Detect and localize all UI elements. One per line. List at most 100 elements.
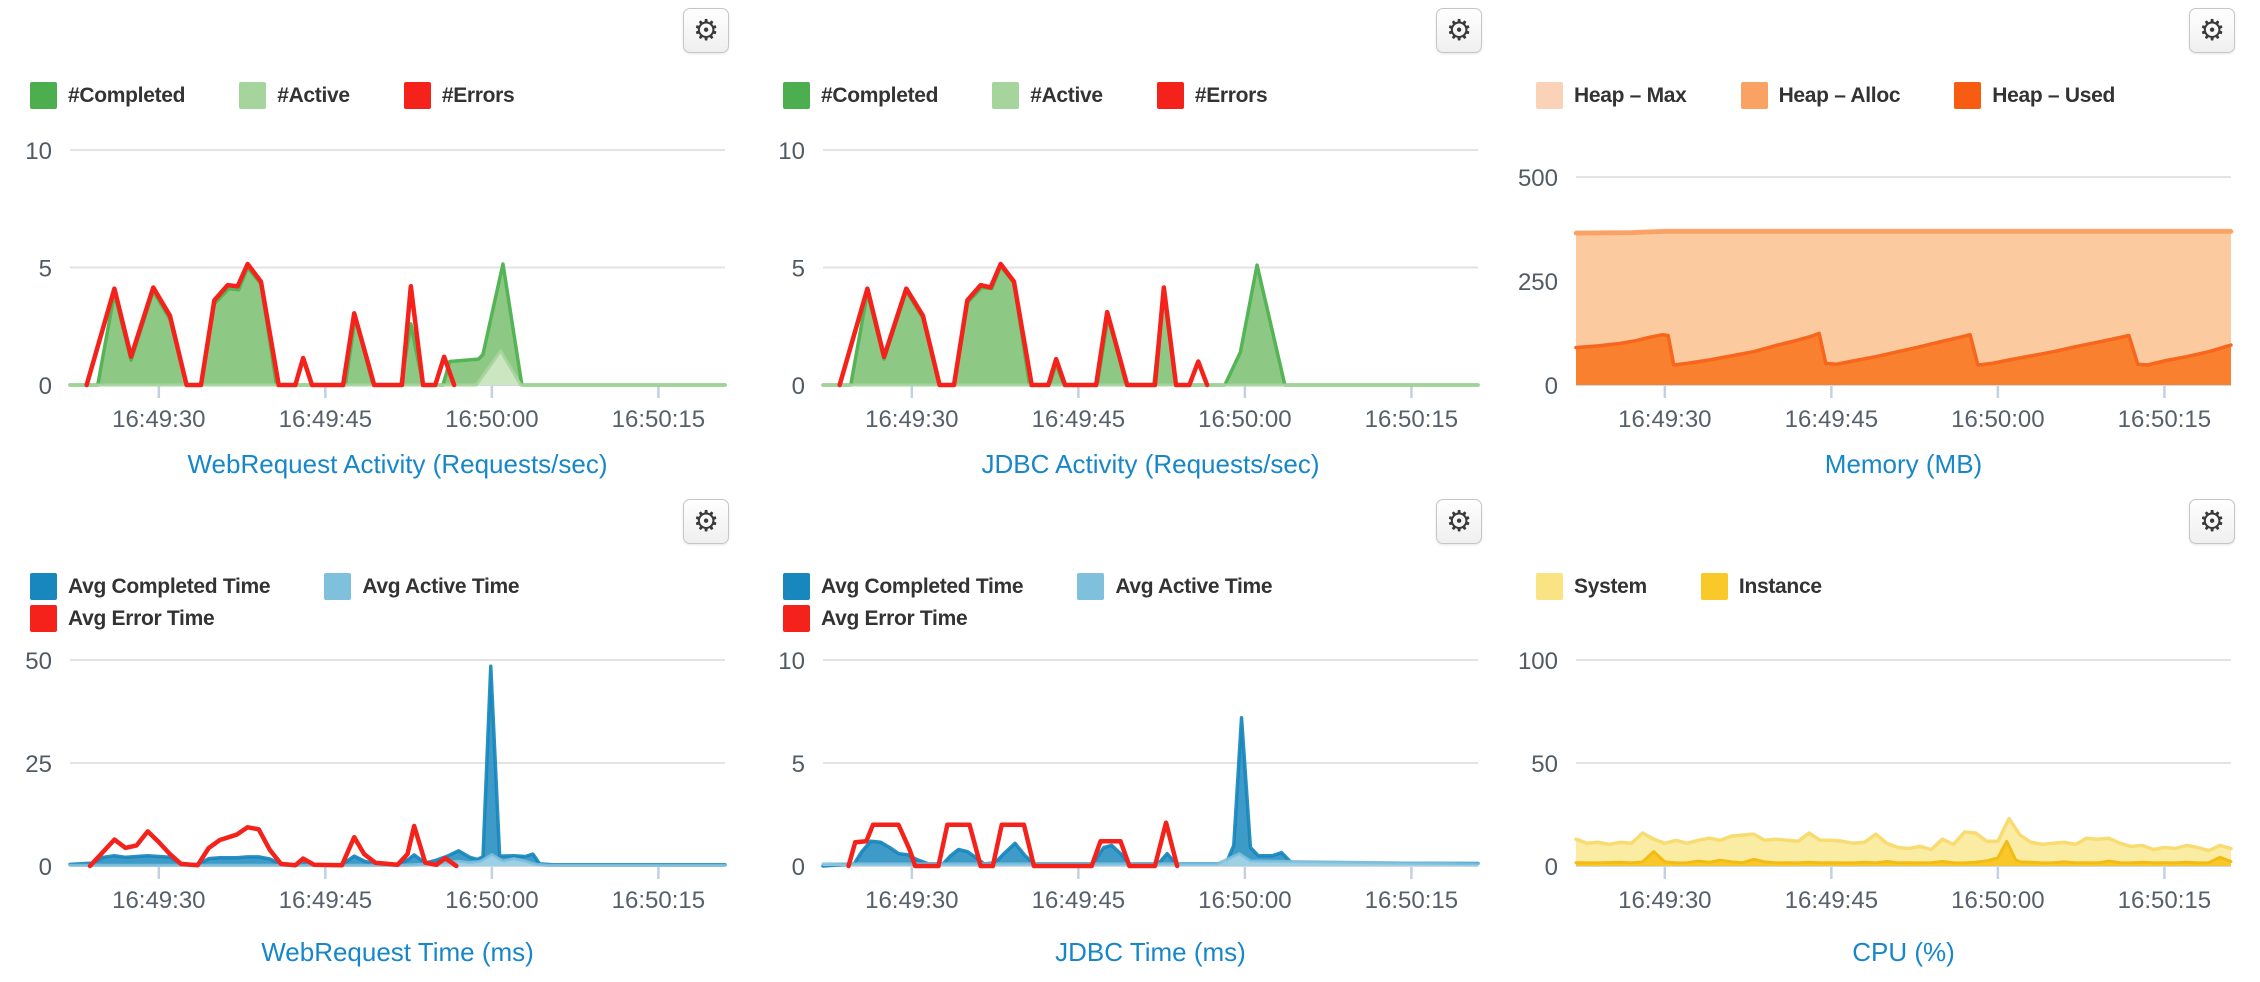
jdbc-activity-chart: 10 5 0 16:49:30 16:49:45 16:50:00 16:50:15 JDBC… [778, 138, 1480, 479]
panel-webrequest-time: 50 25 0 16:49:30 16:49:45 16:50:00 16:50:15 Web… [0, 491, 753, 982]
chart-title: WebRequest Activity (Requests/sec) [187, 449, 607, 479]
x-axis-label: 16:50:15 [612, 406, 705, 433]
x-axis-label: 16:49:45 [1032, 406, 1125, 433]
x-axis-label: 16:49:45 [279, 406, 372, 433]
settings-button[interactable]: ⚙ [683, 8, 729, 53]
legend-swatch [783, 605, 810, 632]
legend-item: #Errors [1156, 82, 1268, 109]
legend-item: System [1536, 573, 1647, 600]
legend-item: Avg Active Time [1077, 573, 1273, 600]
x-axis-label: 16:49:30 [865, 887, 958, 914]
series-line-heap-used [1574, 331, 2233, 367]
legend-item: #Active [239, 82, 350, 109]
series-line-avg-completed-time [68, 664, 727, 867]
x-axis-label: 16:50:00 [445, 887, 538, 914]
series-line-avg-error-time [846, 820, 1180, 869]
legend-swatch [1700, 573, 1728, 600]
gear-icon: ⚙ [1446, 504, 1472, 538]
y-axis-label: 10 [778, 138, 805, 165]
x-axis-label: 16:50:00 [1198, 887, 1291, 914]
panel-webrequest-activity: 10 5 0 16:49:30 16:49:45 16:50:00 16:50:15 WebR… [0, 0, 753, 491]
gear-icon: ⚙ [1446, 13, 1472, 47]
y-axis-label: 0 [39, 373, 52, 400]
x-axis-label: 16:50:00 [1198, 406, 1291, 433]
legend-swatch [783, 82, 810, 109]
x-axis-label: 16:49:45 [279, 887, 372, 914]
settings-button[interactable]: ⚙ [1436, 499, 1482, 544]
series-line-avg-completed-time [821, 715, 1480, 868]
jdbc-time-legend: Avg Completed Time Avg Active Time Avg Err… [783, 573, 1411, 632]
settings-button[interactable]: ⚙ [683, 499, 729, 544]
legend-swatch [30, 605, 57, 632]
y-axis-label: 10 [25, 138, 52, 165]
legend-label: Heap – Max [1574, 83, 1687, 107]
panel-cpu: 100 50 0 16:49:30 16:49:45 16:50:00 16:50:15 CP… [1506, 491, 2259, 982]
x-axis-label: 16:49:30 [112, 887, 205, 914]
memory-legend: Heap – Max Heap – Alloc Heap – Used [1536, 82, 2164, 109]
legend-label: Heap – Alloc [1778, 83, 1901, 107]
chart-title: CPU (%) [1852, 937, 1955, 967]
legend-label: Avg Error Time [821, 606, 968, 630]
series-area-heap-used [1576, 333, 2231, 385]
legend-label: System [1574, 574, 1647, 598]
y-axis-label: 5 [792, 751, 805, 778]
y-axis-label: 250 [1518, 269, 1558, 296]
legend-swatch [324, 573, 352, 600]
legend-swatch [1536, 573, 1563, 600]
series-area-avg-completed-time [70, 666, 725, 866]
legend-swatch [403, 82, 431, 109]
legend-label: #Completed [68, 83, 186, 107]
y-axis-label: 0 [792, 854, 805, 881]
legend-item: Avg Error Time [30, 605, 215, 632]
chart-title: Memory (MB) [1825, 449, 1982, 479]
legend-item: #Active [992, 82, 1103, 109]
settings-button[interactable]: ⚙ [1436, 8, 1482, 53]
legend-label: Avg Error Time [68, 606, 215, 630]
settings-button[interactable]: ⚙ [2189, 8, 2235, 53]
gear-icon: ⚙ [693, 13, 719, 47]
series-area-avg-completed-time [823, 717, 1478, 866]
legend-item: Heap – Max [1536, 82, 1687, 109]
legend-label: Heap – Used [1992, 83, 2115, 107]
gear-icon: ⚙ [2199, 13, 2225, 47]
legend-label: Avg Active Time [362, 574, 520, 598]
x-axis-label: 16:50:15 [1365, 887, 1458, 914]
legend-item: Heap – Alloc [1740, 82, 1901, 109]
legend-label: Avg Active Time [1115, 574, 1273, 598]
series-area--completed [823, 265, 1478, 385]
x-axis-label: 16:49:30 [865, 406, 958, 433]
x-axis-label: 16:50:00 [445, 406, 538, 433]
settings-button[interactable]: ⚙ [2189, 499, 2235, 544]
series-line-heap-alloc [1573, 229, 2234, 236]
x-axis-label: 16:50:15 [2118, 406, 2211, 433]
legend-swatch [992, 82, 1020, 109]
legend-item: #Completed [783, 82, 938, 109]
legend-swatch [783, 573, 810, 600]
y-axis-label: 0 [1545, 373, 1558, 400]
legend-item: Avg Completed Time [783, 573, 1024, 600]
y-axis-label: 10 [778, 648, 805, 675]
legend-item: #Errors [403, 82, 515, 109]
x-axis-label: 16:50:15 [612, 887, 705, 914]
chart-title: JDBC Activity (Requests/sec) [981, 449, 1319, 479]
webrequest-time-chart: 50 25 0 16:49:30 16:49:45 16:50:00 16:50:15 Web… [25, 648, 727, 967]
jdbc-time-chart: 10 5 0 16:49:30 16:49:45 16:50:00 16:50:15 JDBC… [778, 648, 1480, 967]
series-line--errors [84, 261, 457, 388]
x-axis-label: 16:49:45 [1785, 887, 1878, 914]
memory-chart: 500 250 0 16:49:30 16:49:45 16:50:00 16:50:15 M… [1518, 165, 2234, 479]
legend-swatch [1156, 82, 1184, 109]
y-axis-label: 100 [1518, 648, 1558, 675]
legend-label: Avg Completed Time [68, 574, 271, 598]
legend-label: #Active [1030, 83, 1103, 107]
jdbc-activity-legend: #Completed #Active #Errors [783, 82, 1411, 109]
legend-swatch [30, 82, 57, 109]
webrequest-time-legend: Avg Completed Time Avg Active Time Avg Err… [30, 573, 658, 632]
panel-jdbc-activity: 10 5 0 16:49:30 16:49:45 16:50:00 16:50:15 JDBC… [753, 0, 1506, 491]
series-line-instance [1574, 839, 2233, 865]
legend-swatch [239, 82, 267, 109]
webrequest-activity-legend: #Completed #Active #Errors [30, 82, 658, 109]
legend-label: Instance [1738, 574, 1822, 598]
y-axis-label: 5 [792, 256, 805, 283]
legend-item: Avg Error Time [783, 605, 968, 632]
